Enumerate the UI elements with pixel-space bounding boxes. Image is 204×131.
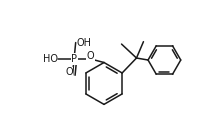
- Text: OH: OH: [76, 38, 91, 48]
- Text: O: O: [87, 51, 94, 61]
- Text: O: O: [65, 67, 73, 77]
- Text: P: P: [71, 54, 77, 64]
- Text: HO: HO: [43, 54, 58, 64]
